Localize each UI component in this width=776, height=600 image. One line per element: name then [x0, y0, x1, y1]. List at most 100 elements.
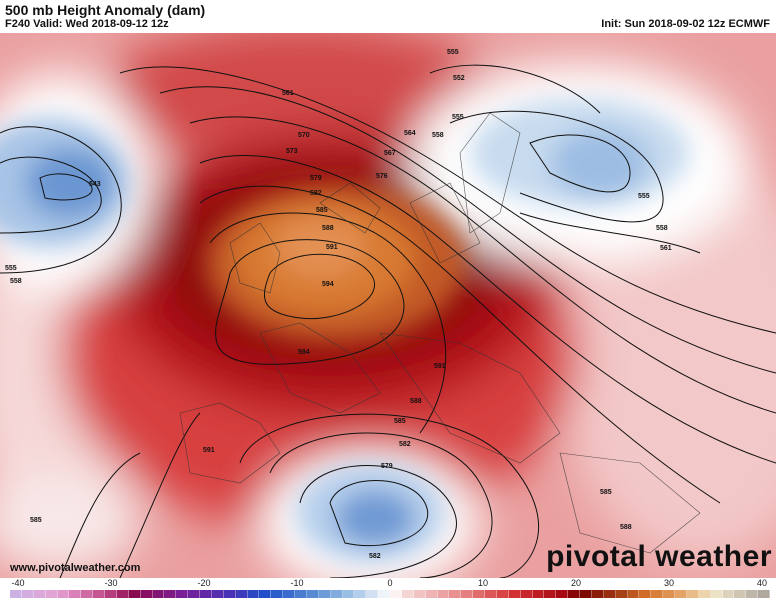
colorbar-swatch: [128, 590, 141, 598]
colorbar-swatch: [639, 590, 652, 598]
contour-label: 582: [369, 553, 381, 560]
tick-label: 30: [663, 578, 675, 588]
colorbar-swatch: [473, 590, 485, 598]
colorbar-swatch: [746, 590, 759, 598]
colorbar-swatch: [627, 590, 640, 598]
colorbar-swatch: [580, 590, 592, 598]
colorbar-swatch: [485, 590, 497, 598]
contour-label: 555: [638, 193, 650, 200]
colorbar-swatch: [556, 590, 569, 598]
colorbar-swatch: [508, 590, 521, 598]
brand-logo: pivotal weather: [546, 540, 772, 573]
colorbar-swatch: [211, 590, 224, 598]
colorbar-swatch: [568, 590, 580, 598]
contour-label: 579: [381, 463, 393, 470]
contour-label: 594: [298, 349, 310, 356]
colorbar-swatch: [354, 590, 367, 598]
tick-label: -20: [197, 578, 211, 588]
colorbar-swatch: [615, 590, 628, 598]
colorbar-swatch: [33, 590, 46, 598]
contour-label: 570: [298, 132, 310, 139]
colorbar-swatch: [330, 590, 343, 598]
colorbar-swatch: [116, 590, 129, 598]
colorbar-swatch: [164, 590, 177, 598]
colorbar-swatch: [520, 590, 533, 598]
colorbar-swatch: [342, 590, 355, 598]
height-contours: [0, 64, 776, 579]
header: 500 mb Height Anomaly (dam) F240 Valid: …: [0, 0, 776, 33]
contour-label: 552: [453, 75, 465, 82]
colorbar-swatch: [437, 590, 450, 598]
tick-label: 10: [477, 578, 489, 588]
contour-label: 576: [376, 173, 388, 180]
colorbar-swatch: [140, 590, 153, 598]
colorbar-swatch: [390, 590, 402, 598]
colorbar-swatch: [200, 590, 212, 598]
colorbar-swatch: [734, 590, 747, 598]
colorbar-swatch: [603, 590, 616, 598]
colorbar-swatch: [366, 590, 379, 598]
contour-label: 555: [5, 265, 17, 272]
contour-label: 585: [316, 207, 328, 214]
colorbar-swatch: [663, 590, 675, 598]
contour-label: 591: [326, 244, 338, 251]
colorbar-swatch: [758, 590, 770, 598]
contour-label: 543: [89, 181, 101, 188]
colorbar-swatch: [306, 590, 319, 598]
contour-label: 558: [10, 278, 22, 285]
colorbar-swatch: [105, 590, 117, 598]
colorbar-swatch: [69, 590, 82, 598]
contour-label: 555: [452, 114, 464, 121]
tick-label: 20: [570, 578, 582, 588]
colorbar-swatch: [223, 590, 236, 598]
colorbar-swatch: [176, 590, 189, 598]
contour-label: 591: [203, 447, 215, 454]
tick-label: 0: [387, 578, 393, 588]
tick-label: -30: [104, 578, 118, 588]
colorbar-swatch: [188, 590, 200, 598]
colorbar-swatch: [722, 590, 735, 598]
colorbar-swatch: [401, 590, 414, 598]
contour-label: 594: [322, 281, 334, 288]
colorbar-swatch: [235, 590, 248, 598]
contour-label: 567: [384, 150, 396, 157]
colorbar-swatch: [10, 590, 22, 598]
contour-label: 561: [282, 90, 294, 97]
contour-label: 585: [394, 418, 406, 425]
contour-label: 582: [399, 441, 411, 448]
contour-label: 579: [310, 175, 322, 182]
colorbar-swatch: [496, 590, 509, 598]
colorbar-ticks: -40 -30 -20 -10 0 10 20 30 40: [0, 578, 776, 589]
contour-label: 585: [30, 517, 42, 524]
colorbar-swatch: [686, 590, 699, 598]
colorbar-swatch: [45, 590, 58, 598]
colorbar-swatch: [81, 590, 94, 598]
colorbar-swatch: [544, 590, 557, 598]
colorbar-swatch: [378, 590, 390, 598]
colorbar-swatch: [698, 590, 711, 598]
colorbar-swatch: [425, 590, 438, 598]
colorbar-swatch: [532, 590, 545, 598]
contour-label: 573: [286, 148, 298, 155]
contour-label: 588: [410, 398, 422, 405]
colorbar-swatch: [710, 590, 723, 598]
contour-label: 582: [310, 190, 322, 197]
contour-label: 585: [600, 489, 612, 496]
map-title: 500 mb Height Anomaly (dam): [5, 2, 206, 18]
colorbar-swatch: [271, 590, 284, 598]
colorbar-swatch: [651, 590, 664, 598]
colorbar-swatch: [21, 590, 34, 598]
colorbar-swatch: [591, 590, 604, 598]
contour-label: 591: [434, 363, 446, 370]
colorbar-swatch: [295, 590, 307, 598]
website-label: www.pivotalweather.com: [10, 562, 141, 574]
valid-time: F240 Valid: Wed 2018-09-12 12z: [5, 18, 169, 30]
contour-label: 558: [432, 132, 444, 139]
contour-labels: 561 570 573 579 582 585 588 591 594 594 …: [5, 49, 672, 560]
tick-label: -40: [11, 578, 25, 588]
country-borders: [179, 112, 701, 554]
colorbar: [10, 590, 770, 598]
colorbar-swatch: [247, 590, 260, 598]
colorbar-swatch: [413, 590, 426, 598]
contour-label: 561: [660, 245, 672, 252]
